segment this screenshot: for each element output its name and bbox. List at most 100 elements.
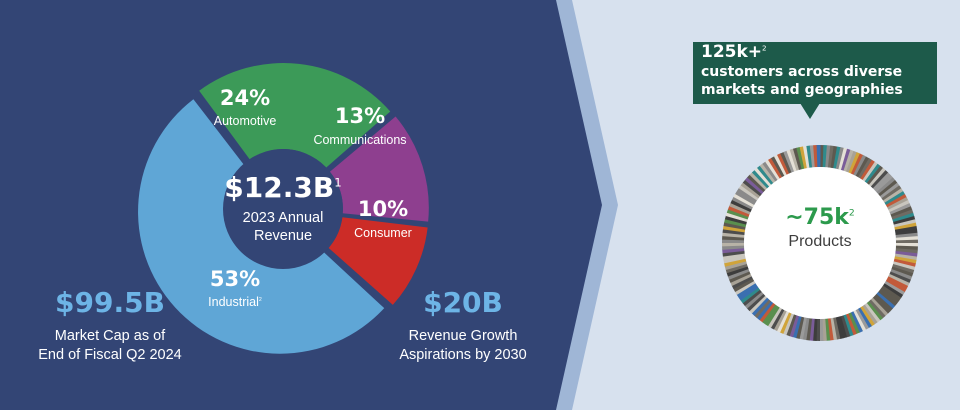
slice-automotive (199, 63, 391, 169)
ring-stripe (786, 149, 797, 172)
ring-stripe (724, 260, 747, 271)
ring-stripe (827, 145, 835, 168)
ring-stripe (754, 167, 772, 187)
ring-stripe (830, 317, 838, 341)
ring-stripe (895, 239, 918, 244)
ring-stripe (726, 209, 749, 220)
ring-stripe (722, 235, 745, 241)
ring-stripe (892, 263, 915, 274)
ring-stripe (840, 315, 851, 338)
ring-stripe (835, 316, 844, 339)
ring-stripe (894, 222, 917, 231)
ring-stripe (779, 312, 792, 334)
products-value: ~75k2 (760, 205, 880, 230)
industrial-percent: 53% (209, 267, 261, 291)
ring-stripe (782, 313, 795, 336)
ring-stripe (802, 317, 810, 341)
ring-stripe (734, 280, 756, 295)
ring-stripe (728, 271, 751, 283)
ring-stripe (885, 278, 907, 293)
ring-stripe (736, 282, 757, 298)
ring-stripe (870, 170, 889, 189)
ring-stripe (825, 145, 831, 168)
ring-stripe (895, 248, 918, 254)
ring-stripe (857, 307, 872, 329)
ring-stripe (848, 152, 861, 174)
ring-stripe (891, 209, 914, 220)
ring-stripe (742, 289, 762, 306)
ring-stripe (876, 291, 896, 309)
ring-stripe (751, 297, 770, 316)
center-footnote: 1 (334, 175, 342, 190)
ring-stripe (768, 157, 783, 179)
growth-line1: Revenue Growth (408, 328, 518, 344)
ring-stripe (765, 159, 781, 180)
ring-stripe (886, 276, 909, 290)
ring-stripe (859, 306, 875, 327)
ring-stripe (738, 285, 759, 301)
market-cap-line1: Market Cap as of (54, 328, 166, 344)
ring-stripe (860, 159, 876, 181)
ring-stripe (866, 301, 883, 321)
ring-stripe (733, 278, 755, 292)
ring-stripe (890, 268, 913, 281)
center-caption-line2: Revenue (253, 228, 313, 244)
ring-stripe (874, 174, 894, 193)
ring-stripe (872, 172, 891, 191)
ring-stripe (735, 190, 756, 205)
products-label: Products (788, 233, 852, 250)
ring-stripe (822, 145, 828, 168)
products-ring-hole (744, 167, 896, 319)
ring-stripe (862, 161, 879, 182)
ring-stripe (850, 311, 863, 333)
ring-stripe (840, 148, 851, 171)
ring-stripe (749, 172, 768, 191)
ring-stripe (792, 315, 802, 339)
ring-stripe (759, 163, 776, 184)
ring-stripe (740, 182, 761, 199)
customers-footnote: 2 (762, 43, 767, 53)
market-cap-value: $99.5B (55, 286, 165, 319)
products-footnote: 2 (848, 207, 855, 219)
revenue-donut (138, 63, 429, 354)
ring-stripe (853, 154, 867, 177)
ring-stripe (792, 147, 803, 170)
ring-stripe (724, 258, 747, 267)
ring-stripe (843, 149, 854, 172)
center-value: $12.3B1 (223, 171, 343, 204)
ring-stripe (892, 261, 916, 271)
ring-stripe (725, 212, 748, 223)
ring-stripe (780, 151, 792, 174)
ring-stripe (812, 318, 818, 341)
ring-stripe (727, 268, 750, 280)
ring-stripe (789, 315, 800, 338)
ring-stripe (864, 302, 881, 323)
ring-stripe (827, 318, 834, 341)
ring-stripe (795, 316, 805, 339)
slice-consumer (328, 217, 428, 305)
market-cap-line2: End of Fiscal Q2 2024 (38, 347, 182, 363)
ring-stripe (738, 184, 759, 201)
ring-stripe (764, 305, 780, 327)
ring-stripe (890, 206, 913, 218)
ring-stripe (730, 273, 752, 286)
growth-value: $20B (423, 286, 503, 319)
ring-stripe (722, 225, 746, 233)
ring-stripe (796, 147, 805, 170)
ring-stripe (845, 150, 858, 173)
donut-center (223, 149, 343, 269)
callout-pointer (800, 103, 820, 119)
ring-stripe (731, 196, 754, 210)
ring-stripe (868, 299, 886, 319)
ring-stripe (830, 145, 838, 169)
ring-stripe (852, 310, 867, 332)
ring-stripe (759, 302, 776, 323)
ring-stripe (731, 275, 753, 290)
automotive-percent: 24% (219, 86, 271, 110)
ring-stripe (883, 188, 904, 204)
ring-stripe (761, 304, 778, 325)
ring-stripe (882, 283, 904, 299)
products-value-text: ~75k (785, 205, 849, 230)
ring-stripe (776, 311, 790, 333)
